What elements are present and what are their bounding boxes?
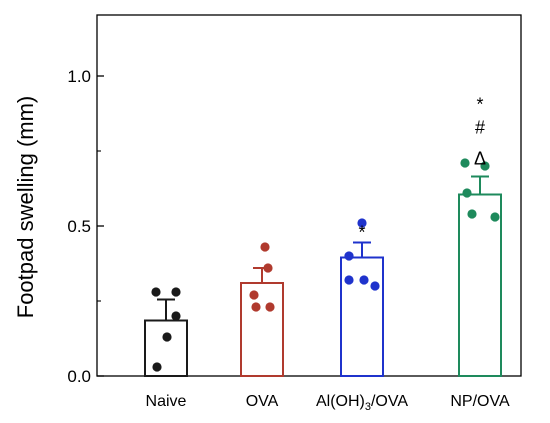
data-point [162, 332, 172, 342]
data-point [152, 362, 162, 372]
annotation-mark: Δ [474, 149, 486, 169]
data-point [251, 302, 261, 312]
y-axis-title: Footpad swelling (mm) [13, 96, 38, 319]
data-point [359, 275, 369, 285]
data-point [357, 218, 367, 228]
bar-0 [144, 319, 188, 377]
annotation-mark: # [475, 118, 485, 138]
plot-frame [96, 14, 522, 377]
data-point [344, 251, 354, 261]
data-point [462, 188, 472, 198]
significance-annotations: * * # Δ [358, 95, 486, 243]
x-axis-labels: Naive OVA Al(OH)3/OVA NP/OVA [146, 393, 510, 413]
x-tick-label-2: Al(OH)3/OVA [316, 393, 408, 413]
data-point [151, 287, 161, 297]
data-points [151, 158, 500, 372]
data-point [460, 158, 470, 168]
x-tick-label-1: OVA [246, 393, 279, 410]
plot-border [96, 14, 522, 377]
bar-2 [340, 256, 384, 377]
y-tick-label: 0.5 [67, 217, 91, 236]
y-tick-label: 1.0 [67, 67, 91, 86]
x-tick-label-0: Naive [146, 393, 187, 410]
data-point [480, 161, 490, 171]
annotation-mark: * [358, 223, 365, 243]
data-point [263, 263, 273, 273]
x-tick-label-3: NP/OVA [450, 393, 510, 410]
data-point [260, 242, 270, 252]
data-point [171, 287, 181, 297]
data-point [467, 209, 477, 219]
y-tick-label: 0.0 [67, 367, 91, 386]
bars [144, 193, 502, 377]
annotation-mark: * [476, 95, 483, 115]
y-axis: 0.0 0.5 1.0 [67, 67, 104, 386]
bar-1 [240, 282, 284, 377]
error-bars [157, 175, 489, 321]
data-point [344, 275, 354, 285]
data-point [490, 212, 500, 222]
data-point [249, 290, 259, 300]
bar-3 [458, 193, 502, 377]
data-point [370, 281, 380, 291]
data-point [171, 311, 181, 321]
data-point [265, 302, 275, 312]
